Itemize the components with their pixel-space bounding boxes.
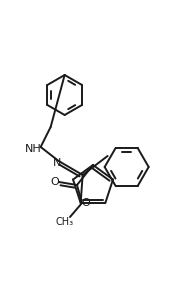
Text: O: O [51,177,59,187]
Text: NH: NH [25,144,42,154]
Text: CH₃: CH₃ [56,217,74,227]
Text: O: O [82,198,90,208]
Text: N: N [53,158,61,168]
